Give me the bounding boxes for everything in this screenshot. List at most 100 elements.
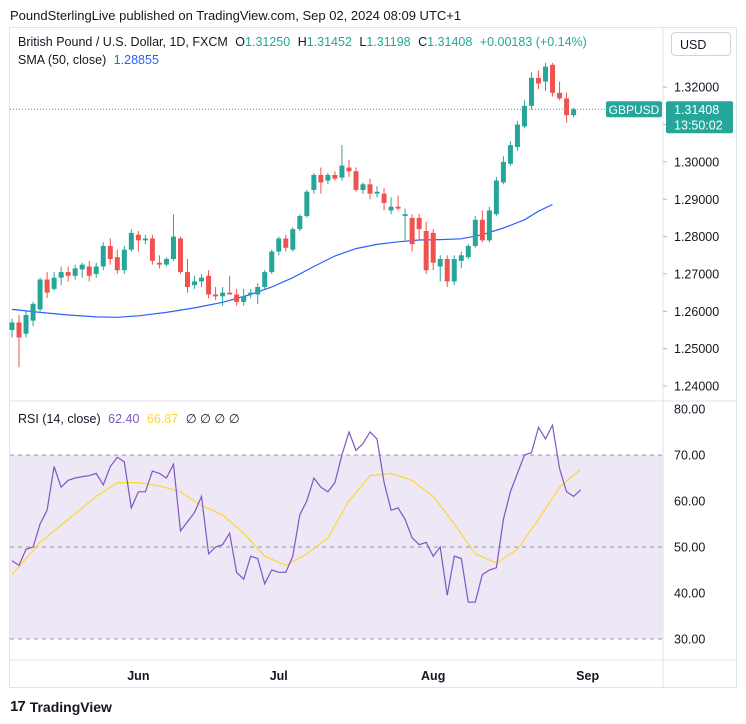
candle-body xyxy=(37,279,43,310)
symbol-name[interactable]: British Pound / U.S. Dollar, 1D, FXCM xyxy=(18,35,228,49)
candle-body xyxy=(423,230,429,271)
rsi-ma-line xyxy=(11,468,581,575)
low-label: L1.31198 xyxy=(359,35,411,49)
price-tick-label: 1.30000 xyxy=(674,155,719,169)
price-tick-label: 1.25000 xyxy=(674,342,719,356)
candle-body xyxy=(170,236,176,260)
tradingview-logo-icon: 17 xyxy=(10,698,26,715)
candle-body xyxy=(58,272,64,278)
chart-frame xyxy=(9,27,737,688)
rsi-ma-value: 66.87 xyxy=(146,412,179,426)
candle-body xyxy=(135,234,141,241)
candle-body xyxy=(465,245,471,258)
candle-body xyxy=(444,259,450,282)
candle-body xyxy=(156,262,162,265)
candle-body xyxy=(409,217,415,245)
open-label: O1.31250 xyxy=(235,35,291,49)
candle-body xyxy=(353,171,359,190)
candle-body xyxy=(416,217,422,230)
candle-body xyxy=(381,193,387,203)
sma-legend[interactable]: SMA (50, close) 1.28855 xyxy=(18,53,163,67)
candle-body xyxy=(451,259,457,282)
candle-body xyxy=(255,287,261,295)
high-label: H1.31452 xyxy=(297,35,352,49)
candle-body xyxy=(458,255,464,261)
candle-body xyxy=(402,214,408,217)
price-tick-label: 1.29000 xyxy=(674,193,719,207)
symbol-tag xyxy=(606,101,662,118)
candle-body xyxy=(220,292,226,297)
candle-body xyxy=(93,266,99,274)
candle-body xyxy=(9,322,15,330)
tradingview-wordmark: TradingView xyxy=(29,698,112,715)
candle-body xyxy=(479,219,485,241)
price-tick-label: 1.26000 xyxy=(674,305,719,319)
candle-body xyxy=(367,184,373,194)
candle-body xyxy=(528,77,534,106)
countdown-label: 13:50:02 xyxy=(674,118,723,132)
candle-body xyxy=(430,232,436,263)
close-label: C1.31408 xyxy=(418,35,473,49)
price-tick-label: 1.24000 xyxy=(674,380,719,394)
candle-body xyxy=(514,124,520,147)
rsi-value: 62.40 xyxy=(108,412,140,426)
candle-body xyxy=(163,259,169,265)
candle-body xyxy=(16,322,22,338)
candle-body xyxy=(304,191,310,217)
price-tick-label: 1.28000 xyxy=(674,230,719,244)
currency-button[interactable]: USD xyxy=(671,32,731,56)
price-tick-label: 1.32000 xyxy=(674,81,719,95)
publisher-line: PoundSterlingLive published on TradingVi… xyxy=(10,8,462,23)
candle-body xyxy=(149,238,155,261)
candle-body xyxy=(395,206,401,209)
candle-body xyxy=(318,174,324,183)
candle-body xyxy=(128,232,134,250)
candle-body xyxy=(100,245,106,267)
candle-body xyxy=(550,64,556,93)
time-tick-label: Sep xyxy=(576,669,599,683)
candle-body xyxy=(206,275,212,295)
candle-body xyxy=(192,281,198,286)
price-tick-label: 1.27000 xyxy=(674,267,719,281)
candle-body xyxy=(290,229,296,250)
footer-brand[interactable]: 17 TradingView xyxy=(10,698,112,715)
candle-body xyxy=(269,251,275,273)
candle-body xyxy=(388,206,394,211)
candle-body xyxy=(65,272,71,276)
rsi-extra-values: ∅ ∅ ∅ ∅ xyxy=(185,412,240,426)
last-price-label: 1.31408 xyxy=(674,103,719,117)
candle-body xyxy=(72,268,78,276)
candle-body xyxy=(241,296,247,302)
rsi-legend[interactable]: RSI (14, close) 62.40 66.87 ∅ ∅ ∅ ∅ xyxy=(18,411,244,426)
candle-body xyxy=(142,238,148,241)
candle-body xyxy=(493,180,499,215)
candle-body xyxy=(262,272,268,288)
candle-body xyxy=(213,294,219,297)
candle-body xyxy=(486,210,492,241)
candle-body xyxy=(227,292,233,295)
rsi-label: RSI (14, close) xyxy=(18,412,101,426)
candle-body xyxy=(51,277,57,289)
candle-body xyxy=(283,238,289,248)
candle-body xyxy=(234,294,240,302)
candle-body xyxy=(543,66,549,82)
candle-body xyxy=(23,315,29,334)
sma-line xyxy=(11,203,553,318)
candle-body xyxy=(500,161,506,183)
rsi-line xyxy=(11,423,582,603)
candle-body xyxy=(121,249,127,271)
candle-body xyxy=(79,264,85,270)
candle-body xyxy=(571,109,577,116)
candle-body xyxy=(374,191,380,194)
rsi-tick-label: 80.00 xyxy=(674,403,705,417)
last-price-tag xyxy=(666,101,733,134)
time-tick-label: Jul xyxy=(270,669,288,683)
candle-body xyxy=(185,272,190,288)
rsi-tick-label: 60.00 xyxy=(674,495,705,509)
candle-body xyxy=(30,303,36,321)
candle-body xyxy=(346,167,352,172)
candle-body xyxy=(177,238,183,273)
time-tick-label: Aug xyxy=(421,669,445,683)
candle-body xyxy=(472,219,478,246)
